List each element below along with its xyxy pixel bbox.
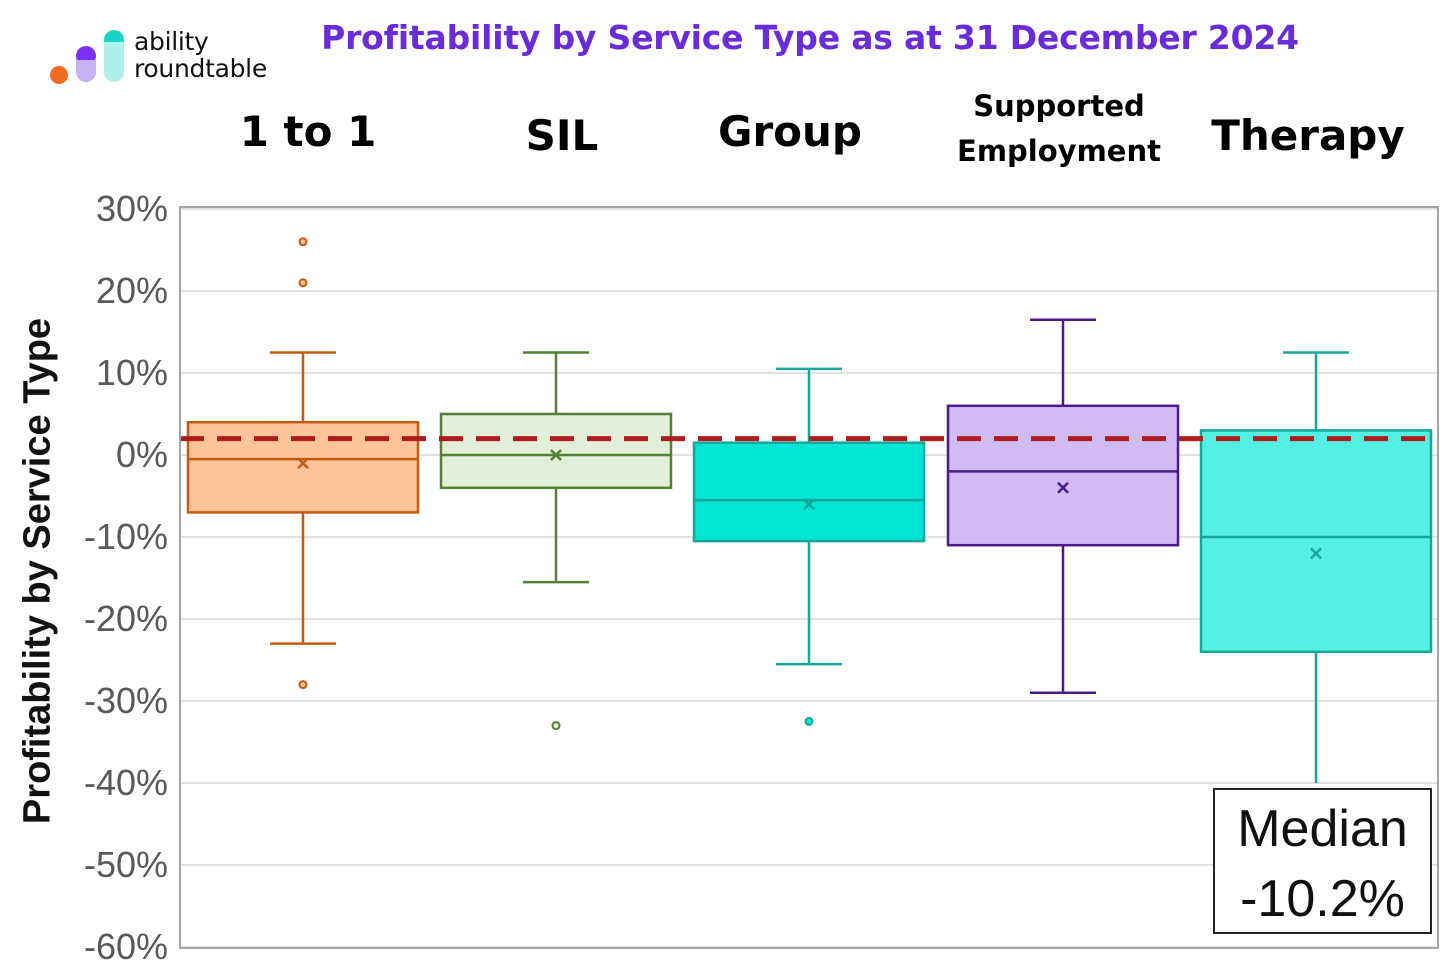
median-annotation-value: -10.2% [1240, 870, 1405, 928]
mean-marker [1310, 547, 1322, 560]
y-tick-labels: 30% 20% 10% 0% -10% -20% -30% -40% -50% -60% [84, 188, 168, 967]
logo-text: ability roundtable [134, 28, 267, 82]
outlier-point [298, 680, 308, 690]
iqr-box [692, 441, 926, 543]
category-label-1-to-1: 1 to 1 [239, 107, 377, 156]
category-label-therapy: Therapy [1211, 111, 1405, 160]
box-1-to-1 [186, 237, 420, 690]
category-label-supported-employment: Supported Employment [957, 89, 1161, 168]
outlier-point [551, 721, 561, 731]
y-tick-label: -10% [84, 516, 168, 557]
logo-line-2: roundtable [134, 54, 267, 83]
chart-title: Profitability by Service Type as at 31 D… [321, 18, 1299, 57]
logo-purple-bar [76, 60, 96, 82]
median-annotation: Median -10.2% [1213, 788, 1432, 934]
box-series [186, 237, 1433, 783]
iqr-box [186, 420, 420, 514]
logo-line-1: ability [134, 27, 209, 56]
y-tick-label: -40% [84, 762, 168, 803]
y-tick-label: -20% [84, 598, 168, 639]
logo: ability roundtable [48, 28, 318, 88]
y-tick-label: -60% [84, 926, 168, 967]
outlier-point [804, 717, 814, 726]
category-label-group: Group [717, 107, 862, 156]
y-tick-label: 20% [96, 270, 168, 311]
y-tick-label: -30% [84, 680, 168, 721]
plot-frame [179, 206, 1439, 949]
mean-marker [550, 449, 562, 461]
outlier-point [298, 278, 308, 288]
box-sil [439, 351, 673, 731]
y-tick-label: 10% [96, 352, 168, 393]
logo-teal-bar [104, 42, 124, 82]
iqr-box [946, 404, 1180, 547]
outlier-point [298, 237, 308, 247]
iqr-box [439, 412, 673, 490]
median-annotation-label: Median [1237, 800, 1408, 858]
y-tick-label: -50% [84, 844, 168, 885]
y-tick-label: 30% [96, 188, 168, 229]
box-therapy [1199, 351, 1433, 783]
category-label-sil: SIL [525, 111, 599, 160]
y-tick-label: 0% [116, 434, 168, 475]
iqr-box [1199, 429, 1433, 654]
mean-marker [1057, 481, 1069, 494]
mean-marker [297, 457, 309, 470]
logo-orange-dot [50, 66, 68, 84]
box-group [692, 367, 926, 726]
mean-marker [803, 498, 815, 511]
box-supported-employment [946, 318, 1180, 695]
